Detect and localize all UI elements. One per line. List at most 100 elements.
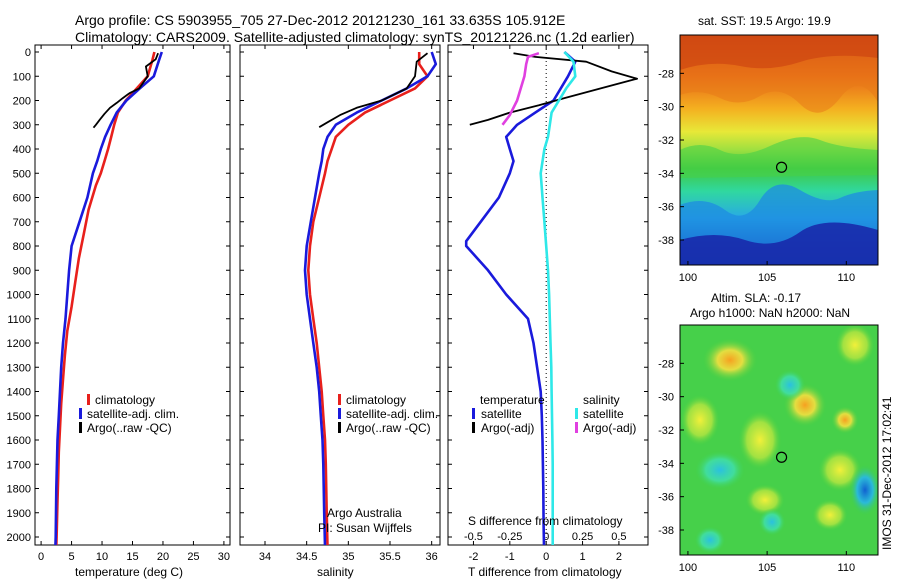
s-x-tick-label: -0.25: [497, 531, 522, 543]
y-tick-label: 2000: [7, 532, 31, 544]
y-tick-label: -38: [658, 525, 674, 537]
annotation-pi: PI: Susan Wijffels: [318, 521, 412, 535]
profile-location-marker: [775, 451, 788, 463]
salinity-panel: 34 34.5 35 35.5 36 salinity climatology sate…: [239, 44, 441, 579]
series-line: [92, 52, 159, 129]
x-tick-label: 34: [259, 551, 271, 563]
legend-swatch-climatology: [87, 394, 90, 405]
y-tick-label: 1400: [7, 387, 31, 399]
legend-label-argo: Argo(..raw -QC): [87, 421, 172, 435]
y-tick-label: -32: [658, 135, 674, 147]
y-tick-label: -30: [658, 392, 674, 404]
x-tick-label: 35: [342, 551, 354, 563]
legend-swatch-s-argo: [575, 422, 578, 433]
legend-swatch-argo: [79, 422, 82, 433]
sst-map-frame: [679, 34, 879, 266]
x-tick-label: 100: [679, 562, 697, 574]
x-tick-label: 0: [543, 551, 549, 563]
legend-label-s-satellite: satellite: [583, 407, 624, 421]
y-tick-label: 1600: [7, 435, 31, 447]
y-tick-label: -36: [658, 202, 674, 214]
y-tick-label: -34: [658, 458, 674, 470]
legend-swatch-argo: [338, 422, 341, 433]
legend-label-satellite-adj: satellite-adj. clim.: [87, 407, 179, 421]
x-tick-label: 105: [758, 272, 776, 284]
sla-map-panel: Altim. SLA: -0.17 Argo h1000: NaN h2000:…: [658, 291, 879, 574]
y-tick-label: 1000: [7, 290, 31, 302]
profile-location-marker: [775, 161, 788, 173]
sst-map-ticks: 100 105 110 -28 -30 -32 -34 -36 -38: [658, 68, 855, 284]
series-line: [464, 51, 577, 545]
temperature-x-ticks: 0 5 10 15 20 25 30: [38, 45, 230, 563]
temperature-legend: climatology satellite-adj. clim. Argo(..…: [79, 393, 179, 435]
x-tick-label: -2: [469, 551, 479, 563]
series-line: [501, 51, 540, 126]
x-tick-label: 30: [218, 551, 230, 563]
x-tick-label: 100: [679, 272, 697, 284]
legend-swatch-satellite-adj: [79, 408, 82, 419]
salinity-x-ticks: 34 34.5 35 35.5 36: [259, 45, 438, 563]
difference-legend: temperature salinity satellite Argo(-adj…: [472, 393, 636, 435]
sla-map-ticks: 100 105 110 -28 -30 -32 -34 -36 -38: [658, 358, 855, 574]
difference-x-label: T difference from climatology: [468, 565, 622, 579]
y-tick-label: 1300: [7, 362, 31, 374]
sst-map-title: sat. SST: 19.5 Argo: 19.9: [698, 14, 831, 28]
y-tick-label: 1500: [7, 411, 31, 423]
legend-label-climatology: climatology: [346, 393, 406, 407]
series-line: [469, 52, 638, 126]
legend-label-s-argo: Argo(-adj): [583, 421, 636, 435]
y-tick-label: 900: [13, 265, 31, 277]
legend-label-satellite-adj: satellite-adj. clim.: [346, 407, 438, 421]
temperature-lines: [54, 51, 164, 545]
sla-map-frame: [679, 324, 879, 556]
sla-map-field: [680, 325, 878, 555]
x-tick-label: 35.5: [379, 551, 400, 563]
legend-swatch-satellite-adj: [338, 408, 341, 419]
sst-map-field: [680, 35, 878, 265]
y-tick-label: 1100: [7, 314, 31, 326]
y-tick-label: 600: [13, 193, 31, 205]
series-line: [318, 52, 429, 128]
y-tick-label: -30: [658, 102, 674, 114]
difference-lines: [464, 51, 638, 545]
x-tick-label: 36: [426, 551, 438, 563]
legend-swatch-t-satellite: [472, 408, 475, 419]
x-tick-label: 110: [838, 562, 856, 574]
annotation-argo-australia: Argo Australia: [327, 506, 402, 520]
y-tick-label: 1900: [7, 508, 31, 520]
series-line: [54, 51, 164, 545]
x-tick-label: 10: [96, 551, 108, 563]
x-tick-label: 25: [187, 551, 199, 563]
sst-map-panel: sat. SST: 19.5 Argo: 19.9 100 105 110 -28 -3…: [658, 14, 879, 284]
x-tick-label: 15: [126, 551, 138, 563]
x-tick-label: 20: [157, 551, 169, 563]
s-x-tick-label: 0.5: [611, 531, 626, 543]
y-tick-label: -34: [658, 168, 674, 180]
y-tick-label: -38: [658, 235, 674, 247]
s-x-tick-label: -0.5: [464, 531, 483, 543]
x-tick-label: 0: [38, 551, 44, 563]
legend-label-t-argo: Argo(-adj): [481, 421, 534, 435]
legend-title-salinity: salinity: [583, 393, 620, 407]
y-tick-label: 300: [13, 120, 31, 132]
s-x-tick-label: 0.25: [572, 531, 593, 543]
sla-map-title: Altim. SLA: -0.17: [711, 291, 801, 305]
y-tick-label: 1700: [7, 459, 31, 471]
temperature-y-ticks: 0 100 200 300 400 500 600 700 800 900 1000 1100 1200…: [7, 47, 230, 544]
x-tick-label: 1: [579, 551, 585, 563]
figure-title-line1: Argo profile: CS 5903955_705 27-Dec-2012…: [75, 12, 565, 28]
legend-swatch-climatology: [338, 394, 341, 405]
y-tick-label: 1800: [7, 484, 31, 496]
salinity-x-label: salinity: [317, 565, 354, 579]
y-tick-label: -28: [658, 68, 674, 80]
x-tick-label: 110: [838, 272, 856, 284]
series-line: [539, 51, 577, 545]
x-tick-label: -1: [505, 551, 515, 563]
salinity-axes-frame: [239, 44, 441, 546]
legend-swatch-t-argo: [472, 422, 475, 433]
y-tick-label: 500: [13, 168, 31, 180]
y-tick-label: 400: [13, 144, 31, 156]
